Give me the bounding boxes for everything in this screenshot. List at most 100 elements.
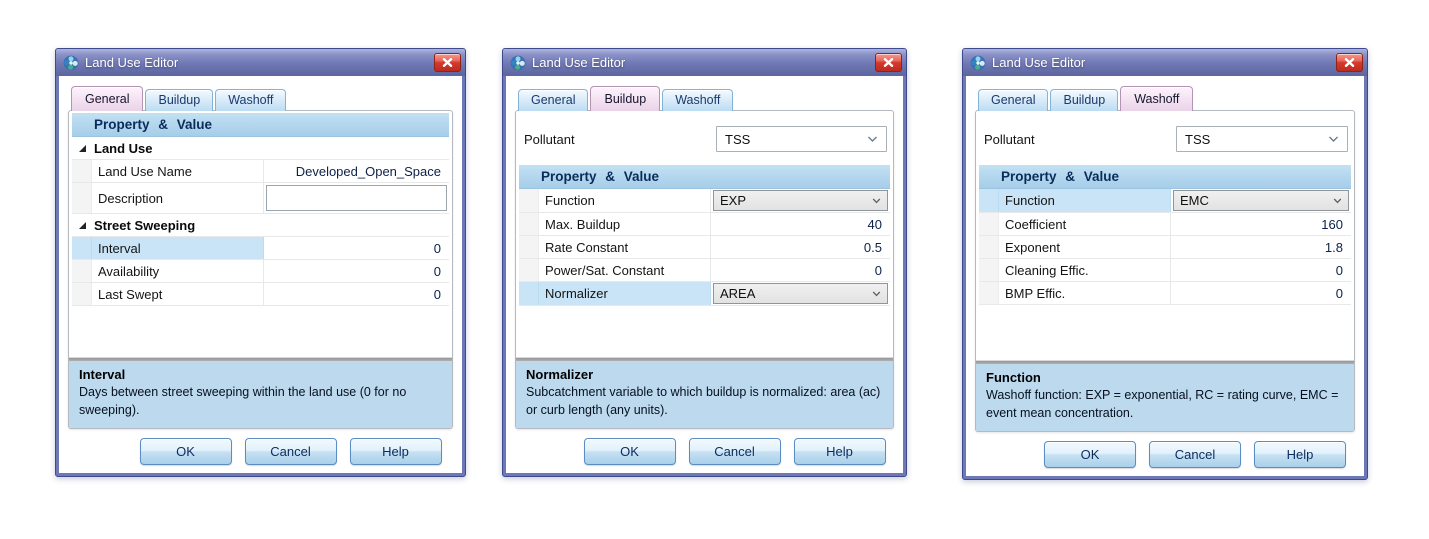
pollutant-label: Pollutant [524, 131, 575, 147]
titlebar[interactable]: Land Use Editor [503, 49, 906, 76]
row-gutter [72, 160, 92, 182]
info-text: Subcatchment variable to which buildup i… [526, 385, 881, 417]
help-button[interactable]: Help [793, 438, 886, 465]
ok-button[interactable]: OK [139, 438, 232, 465]
close-button[interactable] [1336, 53, 1363, 72]
grid-header: Property & Value [72, 113, 449, 137]
property-grid: Property & Value Land Use Land Use Name De… [69, 111, 452, 306]
property-row-function[interactable]: Function EMC [979, 189, 1351, 213]
ok-button[interactable]: OK [583, 438, 676, 465]
property-row-function[interactable]: Function EXP [519, 189, 890, 213]
property-row-power-sat-constant[interactable]: Power/Sat. Constant 0 [519, 259, 890, 282]
info-title: Interval [79, 366, 126, 382]
close-icon [442, 58, 453, 67]
dialog-body: General Buildup Washoff Pollutant TSS Prop… [966, 76, 1364, 476]
close-button[interactable] [875, 53, 902, 72]
tab-washoff[interactable]: Washoff [662, 89, 734, 111]
close-button[interactable] [434, 53, 461, 72]
property-value[interactable]: EXP [711, 189, 890, 212]
property-row-bmp-effic[interactable]: BMP Effic. 0 [979, 282, 1351, 305]
property-row-rate-constant[interactable]: Rate Constant 0.5 [519, 236, 890, 259]
cancel-button[interactable]: Cancel [1149, 441, 1241, 468]
property-label: Coefficient [999, 213, 1171, 235]
description-input[interactable] [266, 185, 447, 211]
dialog-body: General Buildup Washoff Property & Value L… [59, 76, 462, 473]
property-row-normalizer[interactable]: Normalizer AREA [519, 282, 890, 306]
close-icon [883, 58, 894, 67]
property-label: Availability [92, 260, 264, 282]
panel-spacer [516, 306, 893, 357]
property-label: Function [539, 189, 711, 212]
function-select[interactable]: EMC [1173, 190, 1349, 211]
tab-washoff[interactable]: Washoff [215, 89, 287, 111]
info-panel: Function Washoff function: EXP = exponen… [976, 363, 1354, 431]
property-row-exponent[interactable]: Exponent 1.8 [979, 236, 1351, 259]
tab-buildup[interactable]: Buildup [590, 86, 661, 111]
property-value[interactable]: AREA [711, 282, 890, 305]
property-value[interactable]: 160 [1321, 216, 1343, 232]
window-title: Land Use Editor [85, 55, 179, 70]
info-separator[interactable] [69, 356, 452, 361]
property-value[interactable]: 0.5 [863, 239, 882, 255]
tab-buildup[interactable]: Buildup [1050, 89, 1119, 111]
property-value[interactable]: 40 [867, 216, 882, 232]
property-label: Exponent [999, 236, 1171, 258]
property-value[interactable]: 0 [874, 262, 882, 278]
property-value[interactable]: 1.8 [1324, 239, 1343, 255]
pollutant-select[interactable]: TSS [1176, 126, 1348, 152]
help-button[interactable]: Help [1254, 441, 1346, 468]
chevron-down-icon [1329, 136, 1338, 142]
pollutant-label: Pollutant [984, 131, 1035, 147]
ok-button[interactable]: OK [1044, 441, 1136, 468]
property-value[interactable]: 0 [433, 263, 441, 279]
category-row-land-use[interactable]: Land Use [72, 137, 449, 160]
property-value[interactable]: 0 [433, 240, 441, 256]
property-row-availability[interactable]: Availability 0 [72, 260, 449, 283]
info-separator[interactable] [976, 359, 1354, 364]
panel-spacer [69, 306, 452, 357]
property-value[interactable]: 0 [433, 286, 441, 302]
category-row-street-sweeping[interactable]: Street Sweeping [72, 214, 449, 237]
tab-washoff[interactable]: Washoff [1120, 86, 1194, 111]
normalizer-select[interactable]: AREA [713, 283, 888, 304]
help-button[interactable]: Help [349, 438, 442, 465]
info-panel: Normalizer Subcatchment variable to whic… [516, 360, 893, 428]
tab-general[interactable]: General [71, 86, 144, 111]
property-value[interactable]: Developed_Open_Space [295, 163, 441, 179]
function-select[interactable]: EXP [713, 190, 888, 211]
window-title: Land Use Editor [992, 55, 1086, 70]
property-row-description[interactable]: Description [72, 183, 449, 214]
property-row-max-buildup[interactable]: Max. Buildup 40 [519, 213, 890, 236]
close-icon [1344, 58, 1355, 67]
property-row-cleaning-effic[interactable]: Cleaning Effic. 0 [979, 259, 1351, 282]
info-separator[interactable] [516, 356, 893, 361]
property-row-interval[interactable]: Interval 0 [72, 237, 449, 260]
cancel-button[interactable]: Cancel [688, 438, 781, 465]
grid-rows: Function EMC Coefficient 160 Exponent 1.8 Clea… [979, 189, 1351, 305]
row-gutter [979, 213, 999, 235]
expand-triangle-icon[interactable] [78, 144, 86, 152]
info-title: Normalizer [526, 366, 594, 382]
property-row-last-swept[interactable]: Last Swept 0 [72, 283, 449, 306]
expand-triangle-icon[interactable] [78, 221, 86, 229]
property-grid: Pollutant TSS Property & Value Function E… [516, 111, 893, 306]
property-row-coefficient[interactable]: Coefficient 160 [979, 213, 1351, 236]
property-row-land-use-name[interactable]: Land Use Name Developed_Open_Space [72, 160, 449, 183]
row-gutter [72, 183, 92, 213]
row-gutter [72, 137, 92, 159]
grid-rows: Land Use Land Use Name Developed_Open_Spac… [72, 137, 449, 306]
chevron-down-icon [872, 198, 881, 203]
tab-general[interactable]: General [518, 89, 589, 111]
property-value[interactable]: 0 [1335, 285, 1343, 301]
cancel-button[interactable]: Cancel [244, 438, 337, 465]
pollutant-select[interactable]: TSS [716, 126, 887, 152]
tab-general[interactable]: General [978, 89, 1049, 111]
titlebar[interactable]: Land Use Editor [56, 49, 465, 76]
titlebar[interactable]: Land Use Editor [963, 49, 1367, 76]
property-value[interactable] [264, 183, 449, 213]
tab-buildup[interactable]: Buildup [145, 89, 214, 111]
grid-header: Property & Value [979, 165, 1351, 189]
property-value[interactable]: EMC [1171, 189, 1351, 212]
property-value[interactable]: 0 [1335, 262, 1343, 278]
